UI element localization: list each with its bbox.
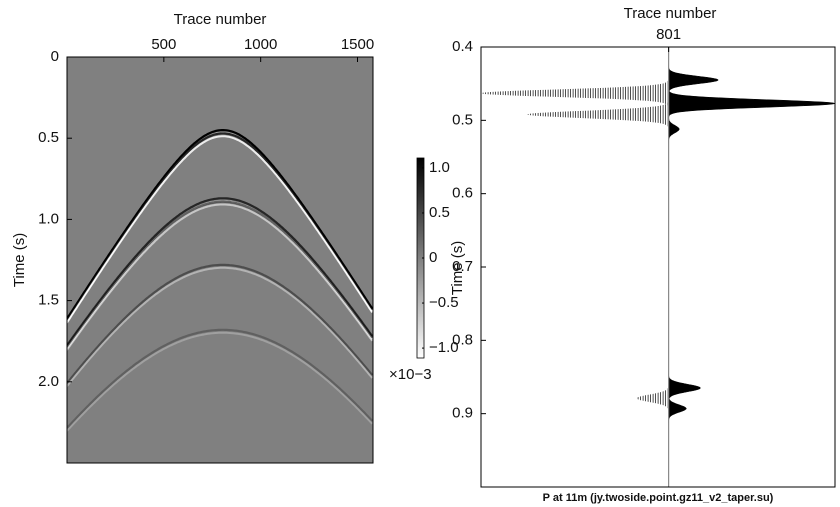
y-tick-label: 0.7	[452, 258, 473, 275]
hyperbola	[67, 197, 373, 347]
y-axis-label: Time (s)	[11, 233, 28, 287]
image-events	[67, 129, 373, 432]
y-tick-label: 1.5	[38, 292, 59, 309]
y-tick-label: 0.5	[452, 111, 473, 128]
negative-lobe	[636, 383, 669, 413]
colorbar-tick-label: −0.5	[429, 294, 459, 311]
positive-lobe	[668, 373, 701, 403]
positive-lobe	[668, 113, 680, 144]
negative-lobe	[481, 78, 669, 108]
colorbar-tick-label: 0	[429, 249, 437, 266]
y-tick-label: 0.4	[452, 38, 473, 55]
y-tick-label: 0.5	[38, 129, 59, 146]
x-tick-label: 801	[656, 26, 681, 43]
colorbar-multiplier: ×10−3	[389, 366, 432, 383]
hyperbola	[67, 263, 373, 384]
y-tick-label: 0	[51, 48, 59, 65]
image-background	[67, 57, 373, 463]
y-tick-label: 1.0	[38, 210, 59, 227]
y-tick-label: 2.0	[38, 373, 59, 390]
hyperbola	[67, 266, 373, 387]
hyperbola	[67, 203, 373, 351]
positive-lobe	[668, 65, 719, 95]
plot-frame	[66, 56, 374, 464]
colorbar-tick-label: 0.5	[429, 204, 450, 221]
y-tick-label: 0.9	[452, 405, 473, 422]
hyperbola	[67, 331, 373, 432]
y-tick-label: 0.6	[452, 185, 473, 202]
negative-lobe	[527, 100, 669, 129]
positive-lobe	[668, 88, 836, 118]
hyperbola	[67, 132, 373, 321]
colorbar-tick-label: 1.0	[429, 159, 450, 176]
y-tick-label: 0.8	[452, 331, 473, 348]
hyperbola	[67, 200, 373, 348]
y-axis-label: Time (s)	[449, 241, 466, 295]
hyperbola	[67, 135, 373, 324]
x-axis-label: Trace number	[624, 5, 717, 22]
x-axis-label: Trace number	[174, 11, 267, 28]
x-tick-label: 1500	[341, 36, 374, 53]
positive-lobe	[668, 393, 687, 423]
x-tick-label: 1000	[244, 36, 277, 53]
colorbar-tick-label: −1.0	[429, 339, 459, 356]
hyperbola	[67, 328, 373, 429]
chart-title: P at 11m (jy.twoside.point.gz11_v2_taper…	[543, 492, 774, 504]
x-tick-label: 500	[151, 36, 176, 53]
